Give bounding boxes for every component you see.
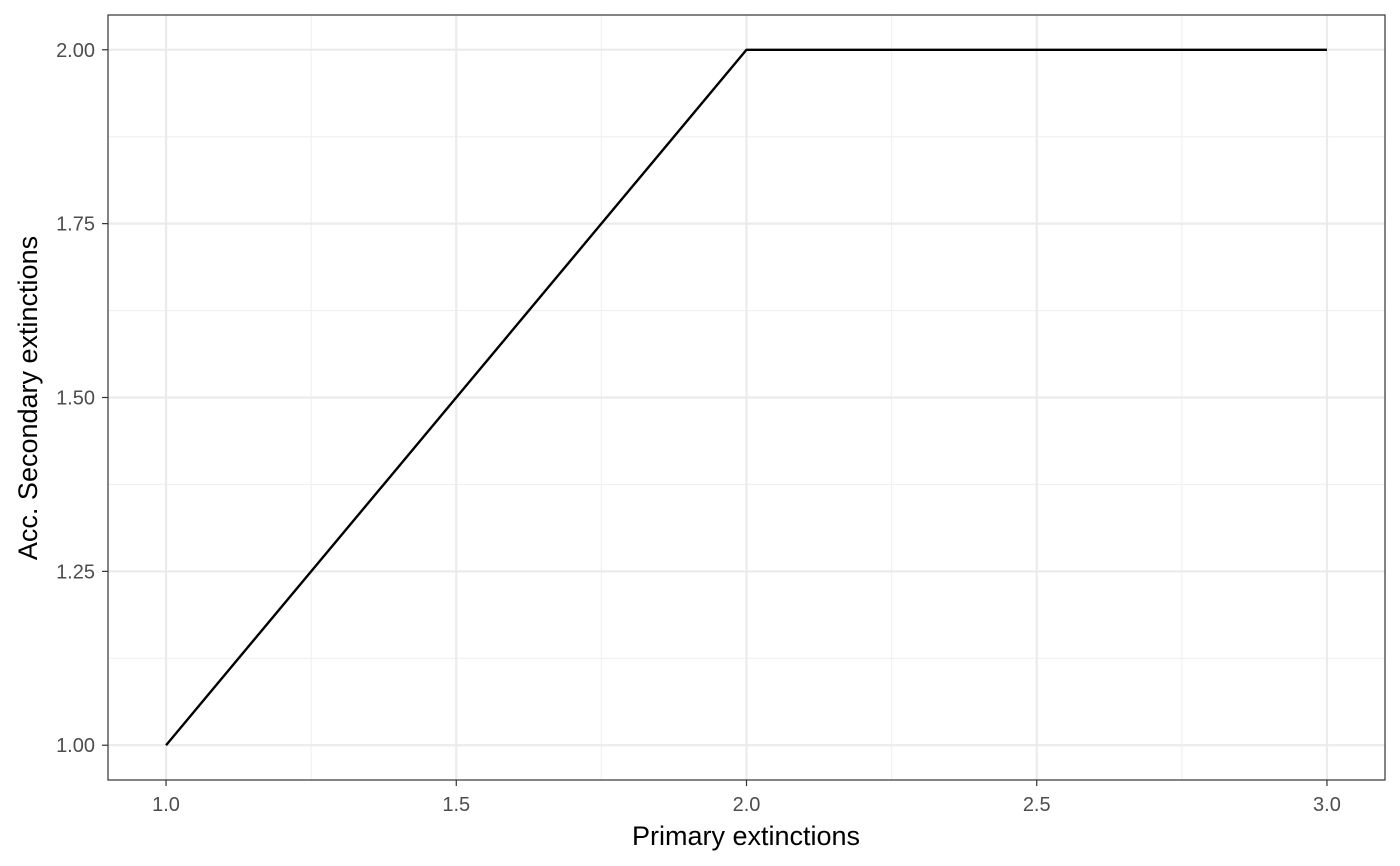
- x-axis-title: Primary extinctions: [632, 821, 860, 851]
- y-tick-label: 1.75: [56, 214, 95, 236]
- y-tick-label: 1.50: [56, 388, 95, 410]
- y-tick-label: 1.25: [56, 561, 95, 583]
- x-tick-label: 3.0: [1313, 794, 1341, 816]
- x-tick-label: 2.5: [1023, 794, 1051, 816]
- x-tick-label: 1.5: [442, 794, 470, 816]
- y-axis-title: Acc. Secondary extinctions: [13, 236, 43, 560]
- series-line: [165, 48, 1327, 746]
- x-axis: 1.0 1.5 2.0 2.5 3.0: [152, 780, 1341, 816]
- series-layer: [165, 48, 1327, 746]
- y-axis: 1.00 1.25 1.50 1.75 2.00: [56, 40, 108, 757]
- y-tick-label: 1.00: [56, 735, 95, 757]
- x-tick-label: 1.0: [152, 794, 180, 816]
- y-tick-label: 2.00: [56, 40, 95, 62]
- x-tick-label: 2.0: [733, 794, 761, 816]
